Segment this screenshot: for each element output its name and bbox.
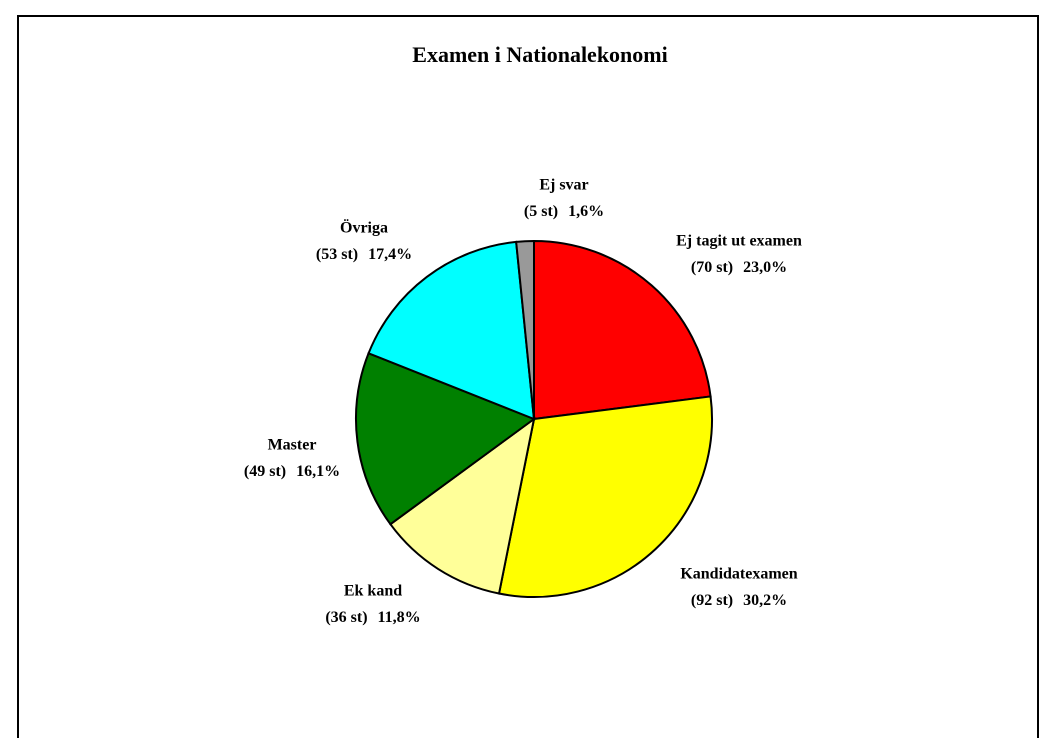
slice-percent: 16,1% [296,463,340,480]
slice-label: Ek kand [344,583,402,600]
pie-slice [497,395,713,598]
slice-count: (5 st) [524,203,558,220]
slice-count: (36 st) [325,609,367,626]
frame [17,15,1039,738]
slice-label: Master [268,437,317,454]
slice-count: (53 st) [316,246,358,263]
slice-percent: 17,4% [368,246,412,263]
slice-value-label: (53 st) 17,4% [316,246,412,263]
slice-percent: 1,6% [568,203,604,220]
slice-label: Ej tagit ut examen [676,233,802,250]
slice-value-label: (5 st) 1,6% [524,203,604,220]
slice-label: Övriga [340,219,388,237]
pie-slice [515,239,535,420]
pie-slice [367,240,536,421]
slice-percent: 11,8% [378,609,421,626]
pie-slice [355,351,537,526]
slice-count: (92 st) [691,592,733,609]
slice-percent: 23,0% [743,259,787,276]
slice-label: Kandidatexamen [680,566,797,583]
pie-slice [389,416,536,595]
slice-value-label: (70 st) 23,0% [691,259,787,276]
slice-label: Ej svar [539,177,588,194]
slice-count: (49 st) [244,463,286,480]
slice-count: (70 st) [691,259,733,276]
slice-percent: 30,2% [743,592,787,609]
slice-value-label: (92 st) 30,2% [691,592,787,609]
slice-value-label: (36 st) 11,8% [325,609,420,626]
slice-value-label: (49 st) 16,1% [244,463,340,480]
pie-slice [533,239,712,421]
chart-title: Examen i Nationalekonomi [412,42,667,67]
